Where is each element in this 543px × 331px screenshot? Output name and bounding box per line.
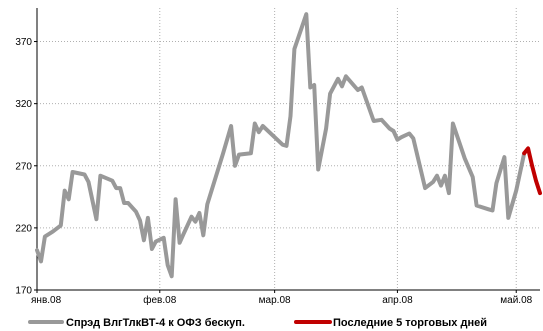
legend-label: Последние 5 торговых дней — [333, 317, 487, 329]
series-line-last-5-days — [522, 146, 542, 196]
y-tick-label: 270 — [15, 161, 32, 172]
x-tick-label: мар.08 — [259, 295, 291, 306]
x-tick-label: апр.08 — [382, 295, 413, 306]
legend-label: Спрэд ВлгТлкВТ-4 к ОФЗ бескуп. — [66, 317, 245, 329]
series-line-spread — [35, 12, 527, 279]
x-tick-label: фев.08 — [143, 294, 176, 306]
y-tick-label: 320 — [15, 99, 32, 110]
y-tick-label: 220 — [15, 223, 32, 234]
x-tick-label: май.08 — [500, 295, 532, 306]
y-axis-ticks: 170 220 270 320 370 — [15, 37, 37, 297]
plot-frame — [36, 8, 540, 291]
grid-lines — [37, 8, 540, 290]
x-tick-label: янв.08 — [31, 295, 62, 306]
legend: Спрэд ВлгТлкВТ-4 к ОФЗ бескуп. Последние … — [28, 317, 487, 329]
series-layer — [35, 12, 542, 279]
x-axis-ticks: янв.08 фев.08 мар.08 апр.08 май.08 — [31, 290, 533, 306]
y-tick-label: 170 — [15, 286, 32, 297]
y-tick-label: 370 — [15, 37, 32, 48]
